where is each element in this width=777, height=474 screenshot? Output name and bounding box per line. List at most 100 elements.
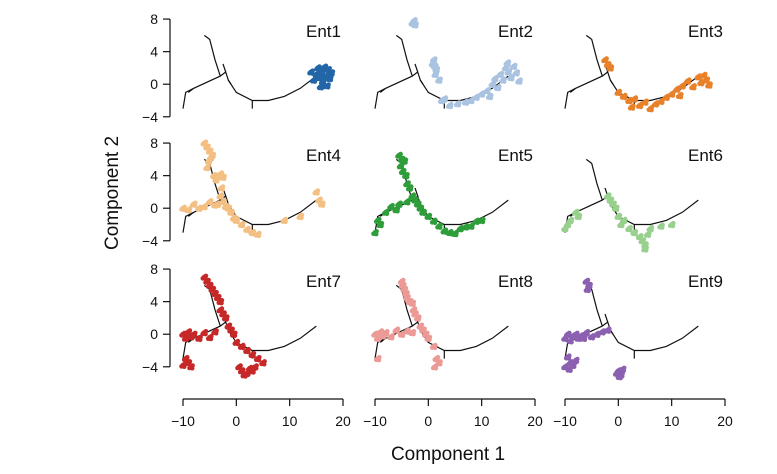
y-tick-label: 0 [150, 76, 158, 92]
data-point [319, 85, 325, 91]
data-point [299, 215, 304, 221]
data-point [633, 231, 638, 237]
data-point [389, 335, 395, 341]
panel-title: Ent8 [498, 272, 533, 291]
x-tick-label: 0 [614, 413, 622, 429]
trajectory-branch-3 [414, 63, 419, 73]
data-point [617, 215, 622, 221]
data-point [413, 24, 419, 29]
data-point [192, 203, 198, 208]
axes: 8 4 0 −4 8 4 0 −4 8 4 0 −4 −10 0 10 20 −10 0 10 20 −10 0 10 20 [142, 11, 733, 429]
data-point [192, 333, 198, 339]
data-point [515, 72, 520, 77]
data-point [325, 85, 331, 90]
panels: Ent1 Ent2 Ent3 Ent4 Ent5 Ent6 Ent7 Ent8 Ent9 [179, 17, 723, 381]
data-point [681, 85, 686, 90]
trajectory-branch-3 [604, 313, 609, 323]
data-point [627, 227, 633, 233]
data-point [376, 357, 382, 363]
data-point [181, 207, 187, 212]
trajectory-branch-4 [187, 87, 195, 93]
data-point [408, 187, 414, 192]
data-point [416, 317, 422, 322]
data-point [251, 353, 256, 359]
y-tick-label: 8 [150, 261, 158, 277]
data-point [232, 333, 238, 339]
data-point [379, 223, 384, 229]
data-point [437, 79, 443, 84]
data-point [205, 166, 211, 172]
x-axis-title: Component 1 [391, 444, 505, 465]
data-point [315, 191, 320, 196]
trajectory-branch-4 [569, 87, 577, 93]
x-tick-label: −10 [553, 413, 577, 429]
y-tick-label: 0 [150, 200, 158, 216]
data-point [566, 223, 572, 229]
data-point [456, 103, 462, 108]
data-point [670, 93, 676, 98]
data-point [618, 375, 623, 381]
data-point [646, 233, 652, 239]
data-point [405, 200, 411, 206]
data-point [403, 160, 408, 165]
data-point [181, 364, 187, 370]
data-point [395, 329, 400, 334]
trajectory-branch-6 [419, 79, 424, 85]
y-tick-label: 0 [150, 326, 158, 342]
data-point [421, 211, 427, 217]
data-point [213, 204, 219, 209]
y-tick-label: −4 [142, 233, 158, 249]
panel-title: Ent4 [306, 146, 341, 165]
data-point [574, 359, 580, 365]
trajectory-branch-2 [203, 34, 221, 77]
x-tick-label: 10 [664, 413, 680, 429]
panel-ent7: Ent7 [179, 272, 341, 379]
data-point [384, 331, 390, 337]
y-tick-label: 4 [150, 168, 158, 184]
data-point [376, 219, 382, 225]
x-tick-label: −10 [171, 413, 195, 429]
data-point [606, 329, 612, 334]
trajectory-branch-6 [609, 79, 614, 85]
data-point [440, 99, 446, 105]
data-point [630, 106, 636, 111]
y-tick-label: 4 [150, 44, 158, 60]
data-point [633, 98, 638, 103]
data-point [397, 203, 403, 208]
data-point [566, 356, 572, 361]
data-point [609, 67, 614, 72]
data-point [395, 209, 400, 214]
data-point [617, 91, 622, 97]
data-point [577, 215, 582, 221]
data-point [221, 176, 227, 182]
data-point [501, 79, 507, 84]
data-point [203, 205, 208, 211]
panel-title: Ent6 [688, 146, 723, 165]
data-point [493, 77, 499, 83]
data-point [220, 187, 225, 192]
data-point [240, 345, 246, 351]
data-point [659, 100, 665, 106]
data-point [496, 86, 502, 92]
data-point [568, 368, 573, 374]
data-point [469, 225, 475, 230]
data-point [245, 349, 251, 355]
data-point [431, 63, 437, 68]
data-point [209, 156, 215, 162]
data-point [659, 225, 665, 230]
data-point [411, 331, 416, 337]
panel-title: Ent5 [498, 146, 533, 165]
data-point [517, 80, 523, 85]
data-point [197, 337, 203, 343]
trajectory-branch-2 [585, 158, 603, 201]
data-point [691, 85, 697, 91]
data-point [638, 104, 644, 110]
x-tick-label: 0 [424, 413, 432, 429]
data-point [512, 65, 518, 71]
data-point [213, 331, 219, 336]
data-point [615, 372, 621, 378]
data-point [219, 195, 224, 200]
data-point [707, 84, 713, 89]
data-point [619, 223, 625, 229]
